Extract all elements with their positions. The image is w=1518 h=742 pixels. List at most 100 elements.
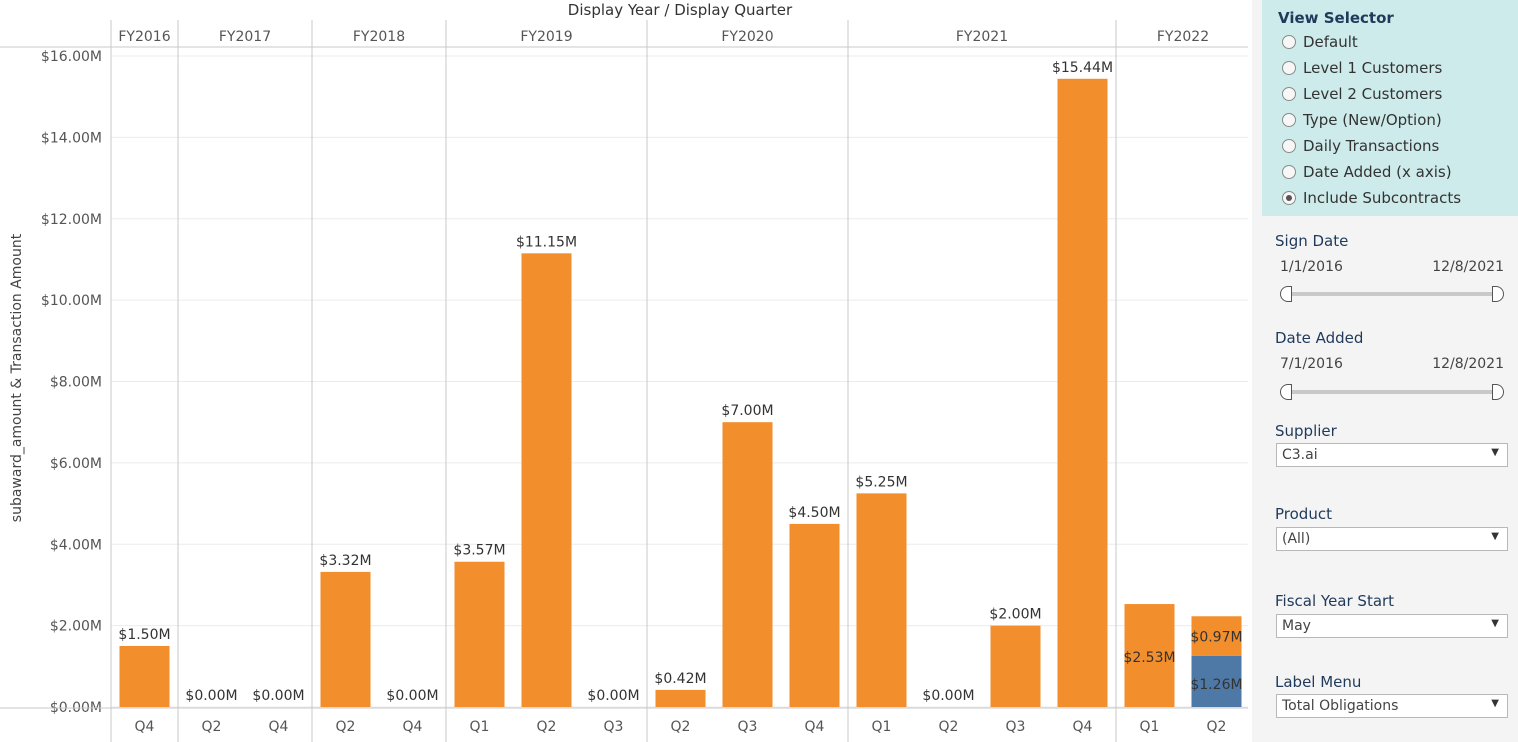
chart-area: $0.00M $2.00M $4.00M $6.00M $8.00M $10.00M $12… xyxy=(0,1,1248,742)
y-tick-label: $14.00M xyxy=(41,130,102,146)
data-label: $2.53M xyxy=(1123,650,1175,666)
quarter-label: Q2 xyxy=(1207,719,1227,735)
data-label: $0.00M xyxy=(252,688,304,704)
view-option-label: Daily Transactions xyxy=(1303,137,1440,155)
date-added-slider[interactable] xyxy=(1286,390,1498,394)
fiscal-year-label: FY2020 xyxy=(721,29,773,45)
bar xyxy=(521,253,572,707)
radio-button[interactable] xyxy=(1282,165,1296,179)
view-option-label: Include Subcontracts xyxy=(1303,189,1462,207)
fiscal-year-label: FY2021 xyxy=(956,29,1008,45)
filter-panel: View Selector Default Level 1 Customers Le… xyxy=(1252,0,1518,742)
date-added-end: 12/8/2021 xyxy=(1432,356,1504,372)
quarter-label: Q2 xyxy=(336,719,356,735)
chevron-down-icon: ▼ xyxy=(1491,447,1499,458)
data-label: $0.97M xyxy=(1190,629,1242,645)
y-tick-label: $16.00M xyxy=(41,49,102,65)
y-tick-label: $10.00M xyxy=(41,293,102,309)
bar xyxy=(454,561,505,707)
sign-date-end-handle[interactable] xyxy=(1492,286,1504,302)
sign-date-slider[interactable] xyxy=(1286,292,1498,296)
quarter-label: Q1 xyxy=(470,719,490,735)
sign-date-title: Sign Date xyxy=(1275,232,1349,250)
fiscal-year-start-dropdown[interactable]: May ▼ xyxy=(1276,614,1508,638)
bar xyxy=(722,422,773,707)
view-option-level-2-customers[interactable]: Level 2 Customers xyxy=(1282,83,1442,105)
view-option-default[interactable]: Default xyxy=(1282,31,1358,53)
sign-date-start-handle[interactable] xyxy=(1280,286,1292,302)
fiscal-year-label: FY2019 xyxy=(520,29,572,45)
date-added-end-handle[interactable] xyxy=(1492,384,1504,400)
quarter-label: Q1 xyxy=(1140,719,1160,735)
view-option-date-added-x-axis[interactable]: Date Added (x axis) xyxy=(1282,161,1452,183)
y-tick-label: $6.00M xyxy=(50,456,102,472)
data-label: $15.44M xyxy=(1052,60,1113,76)
data-label: $3.32M xyxy=(319,553,371,569)
product-title: Product xyxy=(1275,505,1332,523)
radio-button[interactable] xyxy=(1282,113,1296,127)
y-axis-label: subaward_amount & Transaction Amount xyxy=(9,233,25,522)
fiscal-year-start-value: May xyxy=(1282,618,1311,634)
radio-button[interactable] xyxy=(1282,139,1296,153)
view-option-daily-transactions[interactable]: Daily Transactions xyxy=(1282,135,1439,157)
data-label-blue: $1.26M xyxy=(1190,677,1242,693)
data-label: $4.50M xyxy=(788,505,840,521)
fiscal-year-label: FY2016 xyxy=(118,29,170,45)
data-label: $0.00M xyxy=(922,688,974,704)
view-option-label: Date Added (x axis) xyxy=(1303,163,1452,181)
bar xyxy=(789,523,840,707)
bar-segment-blue xyxy=(1191,655,1242,707)
chart-title: Display Year / Display Quarter xyxy=(568,1,793,19)
bar xyxy=(990,625,1041,707)
fiscal-year-label: FY2022 xyxy=(1157,29,1209,45)
sign-date-end: 12/8/2021 xyxy=(1432,259,1504,275)
y-tick-label: $2.00M xyxy=(50,619,102,635)
data-label: $0.00M xyxy=(386,688,438,704)
y-tick-label: $8.00M xyxy=(50,375,102,391)
radio-button[interactable] xyxy=(1282,35,1296,49)
data-label: $0.42M xyxy=(654,671,706,687)
bar xyxy=(119,645,170,707)
radio-button[interactable] xyxy=(1282,191,1296,205)
label-menu-title: Label Menu xyxy=(1275,673,1362,691)
data-label: $0.00M xyxy=(185,688,237,704)
supplier-dropdown[interactable]: C3.ai ▼ xyxy=(1276,443,1508,467)
date-added-title: Date Added xyxy=(1275,329,1364,347)
date-added-start-handle[interactable] xyxy=(1280,384,1292,400)
data-label: $5.25M xyxy=(855,474,907,490)
data-label: $1.50M xyxy=(118,627,170,643)
chevron-down-icon: ▼ xyxy=(1491,531,1499,542)
data-label: $0.00M xyxy=(587,688,639,704)
quarter-label: Q4 xyxy=(135,719,155,735)
quarter-label: Q1 xyxy=(872,719,892,735)
quarter-label: Q3 xyxy=(738,719,758,735)
product-dropdown[interactable]: (All) ▼ xyxy=(1276,527,1508,551)
chevron-down-icon: ▼ xyxy=(1491,698,1499,709)
quarter-label: Q3 xyxy=(604,719,624,735)
view-option-type-new-option[interactable]: Type (New/Option) xyxy=(1282,109,1442,131)
date-added-start: 7/1/2016 xyxy=(1280,356,1343,372)
data-label: $3.57M xyxy=(453,543,505,559)
view-option-label: Type (New/Option) xyxy=(1303,111,1442,129)
view-option-level-1-customers[interactable]: Level 1 Customers xyxy=(1282,57,1442,79)
quarter-label: Q2 xyxy=(939,719,959,735)
bar xyxy=(1057,78,1108,707)
quarter-label: Q3 xyxy=(1006,719,1026,735)
quarter-label: Q4 xyxy=(403,719,423,735)
view-selector-title: View Selector xyxy=(1278,9,1394,27)
label-menu-value: Total Obligations xyxy=(1282,698,1399,714)
bar-chart: $0.00M $2.00M $4.00M $6.00M $8.00M $10.00M $12… xyxy=(0,1,1248,742)
view-option-label: Default xyxy=(1303,33,1358,51)
bar xyxy=(655,689,706,707)
quarter-label: Q2 xyxy=(537,719,557,735)
quarter-label: Q2 xyxy=(671,719,691,735)
radio-button[interactable] xyxy=(1282,87,1296,101)
bar xyxy=(320,571,371,707)
bar xyxy=(856,493,907,707)
radio-button[interactable] xyxy=(1282,61,1296,75)
label-menu-dropdown[interactable]: Total Obligations ▼ xyxy=(1276,694,1508,718)
chevron-down-icon: ▼ xyxy=(1491,618,1499,629)
quarter-label: Q4 xyxy=(805,719,825,735)
product-value: (All) xyxy=(1282,531,1311,547)
view-option-include-subcontracts[interactable]: Include Subcontracts xyxy=(1282,187,1461,209)
